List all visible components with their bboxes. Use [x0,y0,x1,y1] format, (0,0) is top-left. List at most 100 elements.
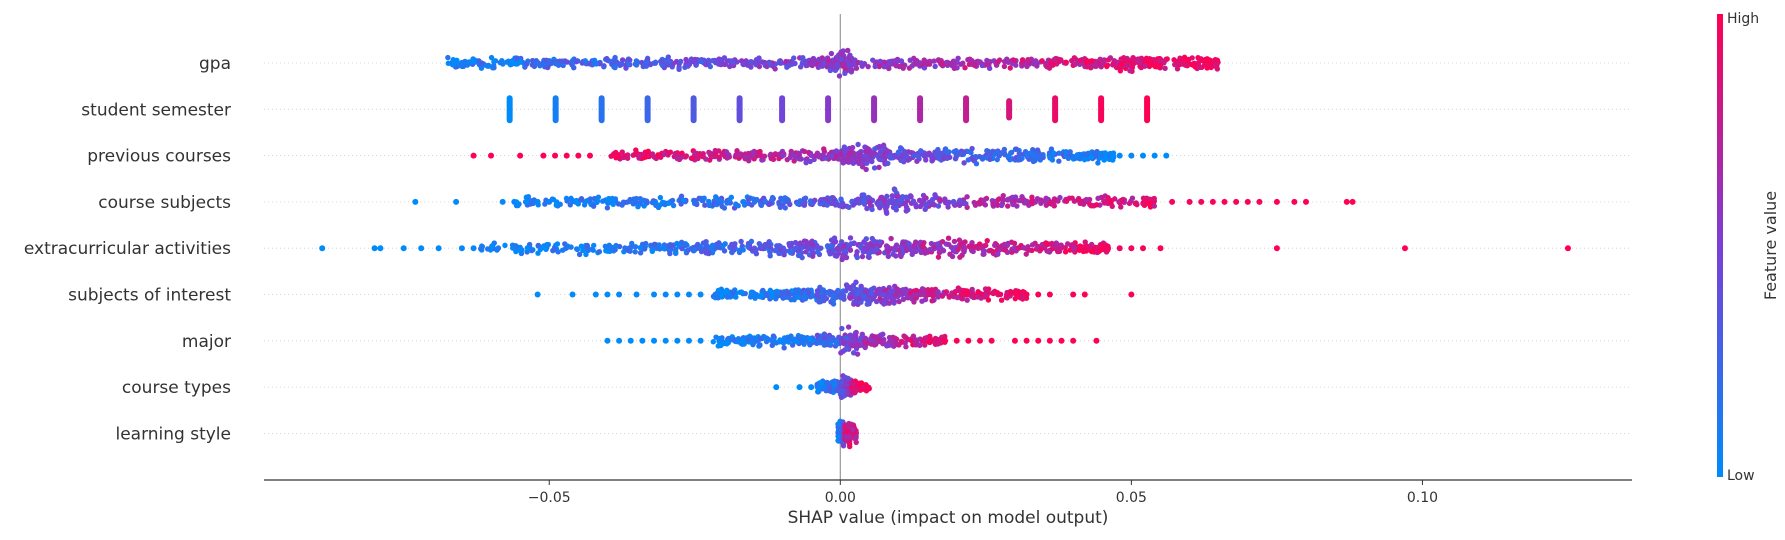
shap-point [1045,248,1051,254]
shap-point [774,243,780,249]
shap-point [962,245,968,252]
shap-point [869,158,875,165]
shap-point [412,198,419,205]
shap-point [976,241,983,247]
shap-point [598,95,605,124]
shap-point [1107,55,1114,61]
shap-point [846,204,852,211]
shap-point [594,198,601,204]
shap-point [987,156,993,163]
shap-point [835,287,841,294]
shap-point [545,64,551,71]
shap-point [568,244,574,250]
shap-point [576,251,583,258]
shap-point [644,95,651,124]
shap-point [757,342,763,349]
shap-point [891,153,898,159]
shap-point [604,55,610,62]
shap-point [502,242,508,249]
shap-point [964,288,970,294]
shap-point [736,247,743,253]
shap-point [922,206,928,213]
shap-point [1105,194,1111,201]
shap-point [929,298,935,304]
shap-point [1025,247,1032,253]
shap-point [831,382,838,388]
shap-point [832,238,839,245]
shap-point [563,152,570,159]
colorbar-low-label: Low [1727,468,1755,484]
shap-point [947,154,953,161]
shap-point [1028,56,1035,62]
shap-point [1005,203,1011,209]
shap-point [773,384,780,391]
shap-point [769,342,775,348]
shap-point [839,325,845,332]
shap-point [619,149,625,155]
shap-point [761,153,768,159]
shap-point [1023,251,1029,257]
shap-point [830,195,836,201]
shap-point [893,253,899,259]
shap-point [685,247,691,254]
shap-point [868,154,874,160]
shap-point [466,59,472,65]
shap-point [1093,202,1100,208]
shap-point [881,64,888,70]
shap-point [573,246,580,252]
shap-point [1128,245,1135,252]
shap-point [995,251,1001,257]
shap-point [679,245,685,252]
shap-point [990,202,996,208]
shap-point [810,242,816,248]
shap-point [490,65,496,71]
shap-point [784,64,790,70]
shap-point [817,63,823,69]
shap-point [1138,55,1145,61]
shap-point [981,248,987,255]
shap-point [569,291,576,298]
shap-point [826,332,833,338]
shap-point [1101,59,1107,66]
shap-point [668,243,675,249]
shap-points [319,47,1571,450]
shap-point [1128,291,1135,298]
shap-point [840,201,846,207]
shap-point [946,60,953,66]
shap-point [850,426,856,433]
shap-point [670,202,677,209]
shap-point [886,291,892,297]
shap-point [717,200,724,206]
shap-point [862,335,868,341]
shap-point [1088,154,1094,160]
shap-point [875,152,882,158]
shap-point [1043,240,1049,246]
shap-point [721,55,728,61]
feature-label: course subjects [98,193,231,213]
shap-point [676,155,683,162]
shap-point [845,428,851,434]
shap-point [824,290,831,296]
shap-point [952,155,959,162]
shap-point [887,58,893,65]
shap-point [806,336,813,342]
shap-point [1071,245,1078,251]
shap-point [573,197,580,204]
shap-point [886,65,892,72]
shap-point [1005,153,1012,159]
shap-point [749,246,755,252]
shap-point [676,64,682,71]
shap-point [990,290,996,296]
shap-point [1124,58,1130,64]
shap-point [995,196,1002,203]
shap-point [633,195,640,202]
shap-point [754,153,760,159]
shap-point [712,59,719,66]
shap-point [900,296,907,303]
shap-point [730,337,737,343]
shap-point [1013,146,1020,152]
feature-label: course types [122,378,231,398]
shap-point [586,152,593,159]
shap-point [1151,57,1157,63]
shap-point [797,240,804,246]
